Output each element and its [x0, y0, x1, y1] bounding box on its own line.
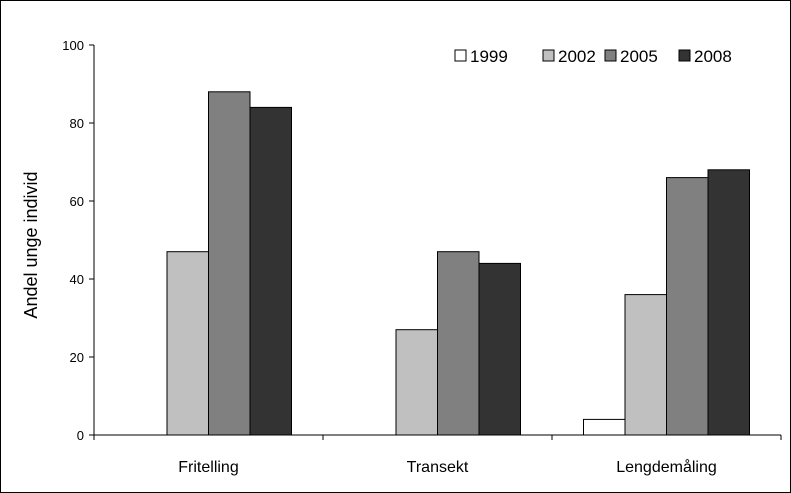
- bar-2002-lengdemåling: [624, 294, 667, 436]
- legend-swatch-2008: [678, 49, 691, 62]
- y-ticks-group: 0 20 40 60 80 100: [62, 38, 94, 443]
- bar-2008-lengdemåling: [707, 169, 750, 436]
- bar-2005-fritelling: [208, 91, 251, 436]
- x-category-label: Lengdemåling: [616, 458, 717, 476]
- legend-label-2002: 2002: [558, 47, 596, 66]
- legend-label-2008: 2008: [694, 47, 732, 66]
- bar-2005-transekt: [437, 251, 480, 436]
- bars-group: [166, 91, 750, 436]
- bar-2005-lengdemåling: [666, 177, 709, 436]
- y-tick-label: 40: [70, 272, 84, 287]
- bar-2008-fritelling: [249, 106, 292, 436]
- y-tick-label: 80: [70, 116, 84, 131]
- y-tick-label: 0: [77, 428, 84, 443]
- legend-swatch-1999: [454, 49, 467, 62]
- y-axis-title: Andel unge individ: [21, 171, 41, 318]
- bar-1999-lengdemåling: [583, 418, 626, 436]
- y-tick-label: 100: [62, 38, 84, 53]
- x-ticks-group: Fritelling Transekt Lengdemåling: [93, 435, 782, 476]
- bar-2002-transekt: [395, 329, 438, 436]
- axes-group: [93, 45, 781, 436]
- legend-label-1999: 1999: [470, 47, 508, 66]
- legend-label-2005: 2005: [620, 47, 658, 66]
- bar-2008-transekt: [478, 262, 521, 436]
- x-category-label: Transekt: [407, 459, 469, 476]
- bar-2002-fritelling: [166, 251, 209, 436]
- legend: 1999 2002 2005 2008: [454, 47, 732, 66]
- x-category-label: Fritelling: [178, 459, 238, 476]
- y-tick-label: 60: [70, 194, 84, 209]
- legend-swatch-2005: [604, 49, 617, 62]
- y-tick-label: 20: [70, 350, 84, 365]
- legend-swatch-2002: [542, 49, 555, 62]
